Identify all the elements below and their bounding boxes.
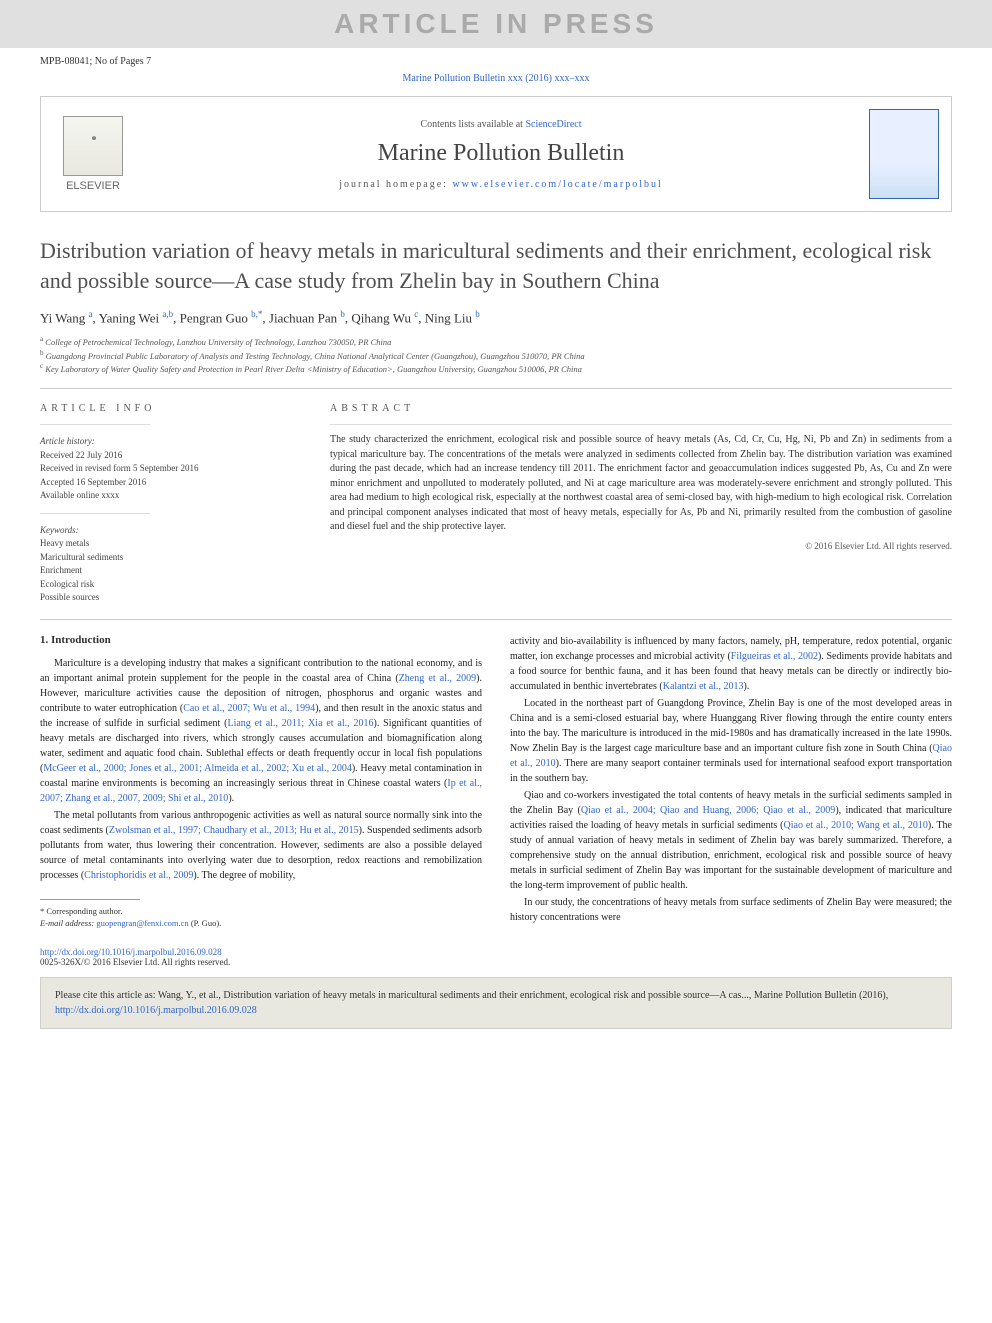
authors-line: Yi Wang a, Yaning Wei a,b, Pengran Guo b… — [40, 309, 952, 326]
body-para: The metal pollutants from various anthro… — [40, 808, 482, 883]
body-para: Mariculture is a developing industry tha… — [40, 656, 482, 806]
corresponding-email-suffix: (P. Guo). — [191, 918, 221, 928]
article-info-heading: ARTICLE INFO — [40, 403, 300, 414]
journal-header-box: ELSEVIER Contents lists available at Sci… — [40, 96, 952, 212]
body-col-right: activity and bio-availability is influen… — [510, 634, 952, 930]
body-para: activity and bio-availability is influen… — [510, 634, 952, 694]
journal-ref-link: Marine Pollution Bulletin xxx (2016) xxx… — [0, 69, 992, 96]
contents-prefix: Contents lists available at — [420, 119, 525, 130]
citation-box: Please cite this article as: Wang, Y., e… — [40, 977, 952, 1029]
doi-link[interactable]: http://dx.doi.org/10.1016/j.marpolbul.20… — [40, 947, 222, 957]
body-para: Located in the northeast part of Guangdo… — [510, 696, 952, 786]
keyword-item: Ecological risk — [40, 578, 300, 592]
history-online: Available online xxxx — [40, 489, 300, 503]
body-para: Qiao and co-workers investigated the tot… — [510, 788, 952, 893]
homepage-line: journal homepage: www.elsevier.com/locat… — [133, 179, 869, 190]
affiliation-a: a College of Petrochemical Technology, L… — [40, 335, 952, 347]
corresponding-label: * Corresponding author. — [40, 906, 482, 918]
issn-copyright: 0025-326X/© 2016 Elsevier Ltd. All right… — [40, 957, 230, 967]
homepage-prefix: journal homepage: — [339, 179, 452, 190]
citation-prefix: Please cite this article as: Wang, Y., e… — [55, 990, 888, 1001]
footnote-divider — [40, 899, 140, 900]
citation-doi-link[interactable]: http://dx.doi.org/10.1016/j.marpolbul.20… — [55, 1005, 257, 1016]
history-received: Received 22 July 2016 — [40, 449, 300, 463]
contents-line: Contents lists available at ScienceDirec… — [133, 119, 869, 130]
body-text-right: activity and bio-availability is influen… — [510, 634, 952, 925]
watermark-banner: ARTICLE IN PRESS — [0, 0, 992, 48]
journal-ref-anchor[interactable]: Marine Pollution Bulletin xxx (2016) xxx… — [403, 73, 590, 84]
keywords-label: Keywords: — [40, 524, 300, 538]
history-label: Article history: — [40, 435, 300, 449]
body-para: In our study, the concentrations of heav… — [510, 895, 952, 925]
corresponding-email-link[interactable]: guopengran@fenxi.com.cn — [96, 918, 188, 928]
keyword-item: Enrichment — [40, 564, 300, 578]
keyword-item: Heavy metals — [40, 537, 300, 551]
article-title: Distribution variation of heavy metals i… — [40, 236, 952, 295]
body-text-left: Mariculture is a developing industry tha… — [40, 656, 482, 883]
header-center: Contents lists available at ScienceDirec… — [133, 119, 869, 190]
info-abstract-row: ARTICLE INFO Article history: Received 2… — [40, 403, 952, 605]
affiliation-c: c Key Laboratory of Water Quality Safety… — [40, 362, 952, 374]
document-id: MPB-08041; No of Pages 7 — [0, 48, 992, 69]
doi-block: http://dx.doi.org/10.1016/j.marpolbul.20… — [40, 947, 952, 967]
divider — [40, 388, 952, 389]
article-history-block: Article history: Received 22 July 2016 R… — [40, 424, 300, 605]
elsevier-tree-icon — [63, 116, 123, 176]
abstract-copyright: © 2016 Elsevier Ltd. All rights reserved… — [330, 541, 952, 551]
affiliation-b: b Guangdong Provincial Public Laboratory… — [40, 349, 952, 361]
elsevier-logo: ELSEVIER — [53, 109, 133, 199]
corresponding-author-note: * Corresponding author. E-mail address: … — [40, 906, 482, 930]
body-col-left: 1. Introduction Mariculture is a develop… — [40, 634, 482, 930]
article-info-col: ARTICLE INFO Article history: Received 2… — [40, 403, 300, 605]
abstract-text: The study characterized the enrichment, … — [330, 433, 952, 535]
keyword-item: Possible sources — [40, 591, 300, 605]
history-accepted: Accepted 16 September 2016 — [40, 476, 300, 490]
body-two-col: 1. Introduction Mariculture is a develop… — [40, 634, 952, 930]
section-1-title: 1. Introduction — [40, 634, 482, 646]
elsevier-text: ELSEVIER — [66, 180, 120, 192]
divider — [40, 619, 952, 620]
abstract-col: ABSTRACT The study characterized the enr… — [330, 403, 952, 605]
abstract-heading: ABSTRACT — [330, 403, 952, 414]
sciencedirect-link[interactable]: ScienceDirect — [525, 119, 581, 130]
email-label: E-mail address: — [40, 918, 94, 928]
journal-cover-thumb — [869, 109, 939, 199]
keyword-item: Maricultural sediments — [40, 551, 300, 565]
homepage-link[interactable]: www.elsevier.com/locate/marpolbul — [452, 179, 662, 190]
history-revised: Received in revised form 5 September 201… — [40, 462, 300, 476]
journal-name: Marine Pollution Bulletin — [133, 140, 869, 167]
